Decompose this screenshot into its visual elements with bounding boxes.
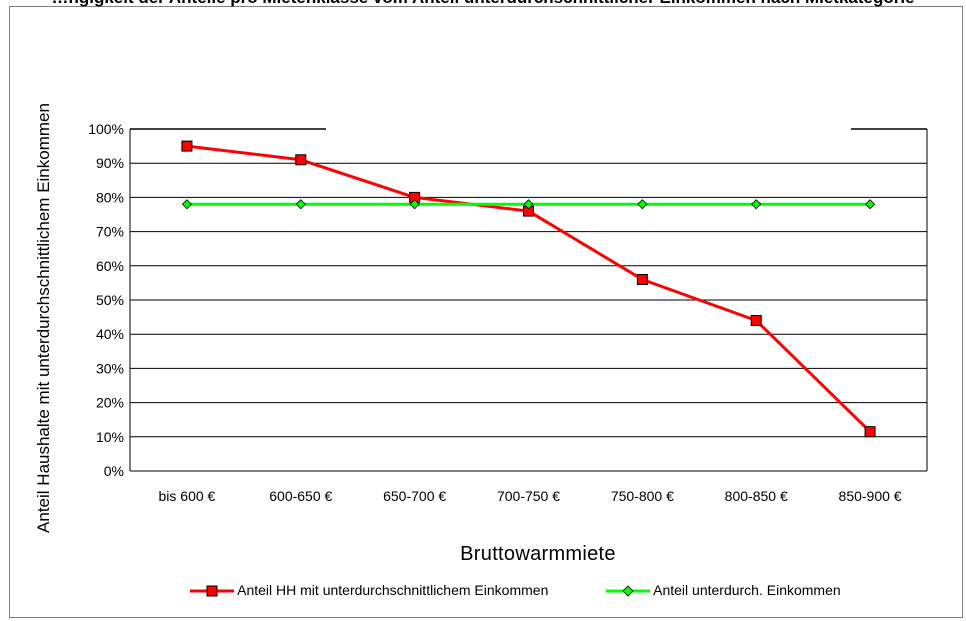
series-2-point-3 (523, 199, 534, 210)
series-2-point-0 (181, 199, 192, 210)
y-tick-label-2: 20% (96, 395, 124, 411)
series-1-point-1 (295, 154, 307, 166)
x-tick-label-5: 800-850 € (725, 488, 788, 504)
series-1-point-5 (750, 315, 762, 327)
series-2-point-6 (865, 199, 876, 210)
x-axis-label: Bruttowarmmiete (460, 543, 616, 565)
series-2-point-4 (637, 199, 648, 210)
series-2-point-1 (295, 199, 306, 210)
y-tick-label-0: 0% (104, 463, 124, 479)
y-tick-label-10: 100% (88, 121, 124, 137)
series-2-point-5 (751, 199, 762, 210)
y-tick-label-9: 90% (96, 155, 124, 171)
y-tick-label-6: 60% (96, 258, 124, 274)
legend-item-series-2: Anteil unterdurch. Einkommen (606, 582, 841, 598)
x-tick-label-3: 700-750 € (497, 488, 560, 504)
y-tick-label-3: 30% (96, 360, 124, 376)
y-tick-label-8: 80% (96, 189, 124, 205)
chart-frame (9, 6, 963, 618)
legend-label-series-1: Anteil HH mit unterdurchschnittlichem Ei… (237, 582, 549, 598)
x-tick-label-1: 600-650 € (269, 488, 332, 504)
x-tick-label-2: 650-700 € (383, 488, 446, 504)
x-tick-label-6: 850-900 € (839, 488, 902, 504)
chart-title: …ngigkeit der Anteile pro Mietenklasse v… (0, 0, 966, 8)
series-1-point-4 (636, 273, 648, 285)
y-tick-label-5: 50% (96, 292, 124, 308)
y-tick-label-1: 10% (96, 429, 124, 445)
series-line-1 (186, 144, 872, 433)
legend-label-series-2: Anteil unterdurch. Einkommen (653, 582, 841, 598)
series-1-point-6 (864, 426, 876, 438)
legend-item-series-1: Anteil HH mit unterdurchschnittlichem Ei… (190, 582, 548, 598)
series-2-point-2 (409, 199, 420, 210)
legend-marker-square-icon (190, 585, 234, 597)
y-tick-label-4: 40% (96, 326, 124, 342)
x-tick-label-4: 750-800 € (611, 488, 674, 504)
legend-marker-diamond-icon (606, 585, 650, 597)
series-1-point-0 (181, 140, 193, 152)
y-tick-label-7: 70% (96, 224, 124, 240)
x-tick-label-0: bis 600 € (159, 488, 216, 504)
